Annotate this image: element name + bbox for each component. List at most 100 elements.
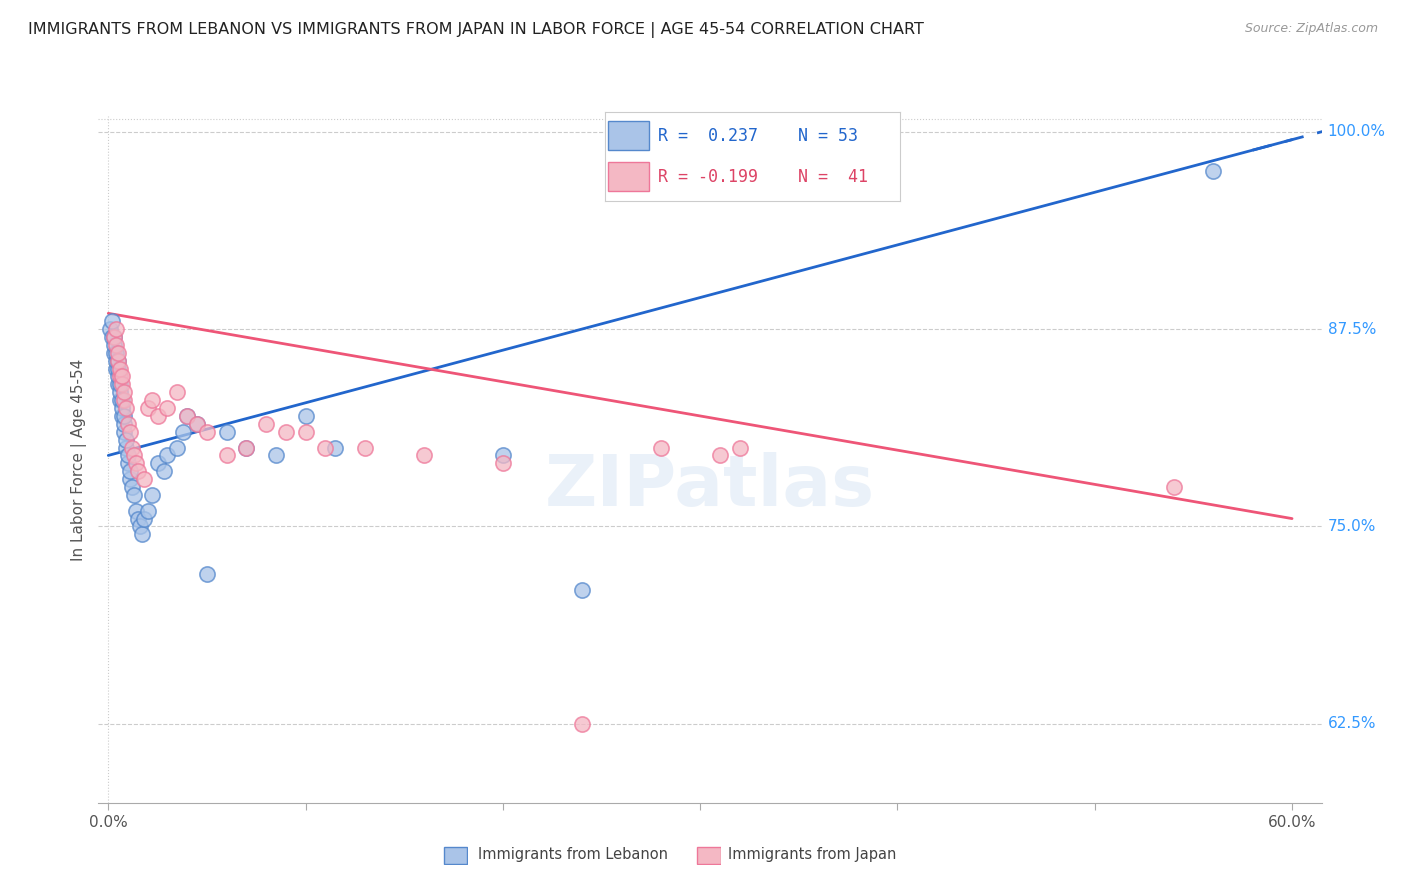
- Point: [105, 353, 128, 368]
- Point: [105, 322, 128, 336]
- Point: [264, 449, 287, 463]
- FancyBboxPatch shape: [607, 162, 650, 191]
- Point: [176, 409, 198, 423]
- Point: [101, 314, 124, 328]
- Point: [117, 417, 139, 431]
- Point: [650, 441, 672, 455]
- Point: [125, 504, 148, 518]
- FancyBboxPatch shape: [697, 847, 720, 863]
- Point: [115, 433, 138, 447]
- Point: [132, 472, 155, 486]
- Point: [186, 417, 208, 431]
- Text: Immigrants from Lebanon: Immigrants from Lebanon: [478, 847, 668, 862]
- Point: [186, 417, 208, 431]
- Point: [115, 401, 138, 415]
- Point: [112, 425, 135, 439]
- Text: 100.0%: 100.0%: [1327, 124, 1386, 139]
- Text: R = -0.199    N =  41: R = -0.199 N = 41: [658, 168, 868, 186]
- Point: [235, 441, 257, 455]
- Point: [172, 425, 194, 439]
- Point: [492, 449, 515, 463]
- Point: [195, 566, 218, 581]
- Point: [413, 449, 436, 463]
- Point: [103, 346, 125, 360]
- Point: [118, 425, 141, 439]
- Text: 62.5%: 62.5%: [1327, 716, 1376, 731]
- Point: [112, 417, 135, 431]
- Point: [111, 401, 134, 415]
- Point: [105, 346, 128, 360]
- Point: [1163, 480, 1185, 494]
- Point: [215, 449, 238, 463]
- Point: [127, 511, 149, 525]
- Point: [108, 385, 131, 400]
- Text: ZIPatlas: ZIPatlas: [546, 452, 875, 521]
- Point: [235, 441, 257, 455]
- Point: [492, 456, 515, 470]
- Point: [709, 449, 731, 463]
- Text: IMMIGRANTS FROM LEBANON VS IMMIGRANTS FROM JAPAN IN LABOR FORCE | AGE 45-54 CORR: IMMIGRANTS FROM LEBANON VS IMMIGRANTS FR…: [28, 22, 924, 38]
- Point: [103, 330, 125, 344]
- Point: [122, 449, 145, 463]
- Point: [111, 377, 134, 392]
- Point: [176, 409, 198, 423]
- Point: [112, 385, 135, 400]
- Point: [115, 441, 138, 455]
- Point: [146, 409, 169, 423]
- Point: [215, 425, 238, 439]
- Point: [136, 504, 159, 518]
- Point: [108, 377, 131, 392]
- Point: [105, 361, 128, 376]
- Point: [107, 346, 129, 360]
- Point: [117, 456, 139, 470]
- Point: [103, 330, 125, 344]
- Point: [195, 425, 218, 439]
- Point: [105, 338, 128, 352]
- Point: [107, 369, 129, 384]
- Point: [125, 456, 148, 470]
- Point: [117, 449, 139, 463]
- Point: [112, 393, 135, 408]
- Point: [107, 353, 129, 368]
- Point: [152, 464, 174, 478]
- Point: [1202, 164, 1225, 178]
- Point: [294, 409, 316, 423]
- Point: [294, 425, 316, 439]
- Point: [107, 353, 129, 368]
- Point: [121, 480, 143, 494]
- Point: [128, 519, 150, 533]
- Point: [136, 401, 159, 415]
- Point: [141, 488, 163, 502]
- Point: [108, 369, 131, 384]
- Point: [127, 464, 149, 478]
- Point: [146, 456, 169, 470]
- FancyBboxPatch shape: [444, 847, 467, 863]
- Point: [107, 377, 129, 392]
- Point: [118, 464, 141, 478]
- Point: [141, 393, 163, 408]
- FancyBboxPatch shape: [607, 121, 650, 150]
- Text: Immigrants from Japan: Immigrants from Japan: [728, 847, 897, 862]
- Point: [107, 361, 129, 376]
- Point: [728, 441, 751, 455]
- Point: [101, 330, 124, 344]
- Point: [132, 511, 155, 525]
- Point: [323, 441, 346, 455]
- Point: [103, 338, 125, 352]
- Text: 87.5%: 87.5%: [1327, 322, 1376, 336]
- Point: [118, 472, 141, 486]
- Point: [353, 441, 375, 455]
- Point: [112, 409, 135, 423]
- Point: [108, 393, 131, 408]
- Point: [314, 441, 336, 455]
- Point: [571, 716, 593, 731]
- Text: Source: ZipAtlas.com: Source: ZipAtlas.com: [1244, 22, 1378, 36]
- Point: [254, 417, 277, 431]
- Point: [121, 441, 143, 455]
- Point: [166, 385, 188, 400]
- Point: [122, 488, 145, 502]
- Point: [98, 322, 121, 336]
- Point: [156, 401, 179, 415]
- Point: [111, 409, 134, 423]
- Point: [131, 527, 153, 541]
